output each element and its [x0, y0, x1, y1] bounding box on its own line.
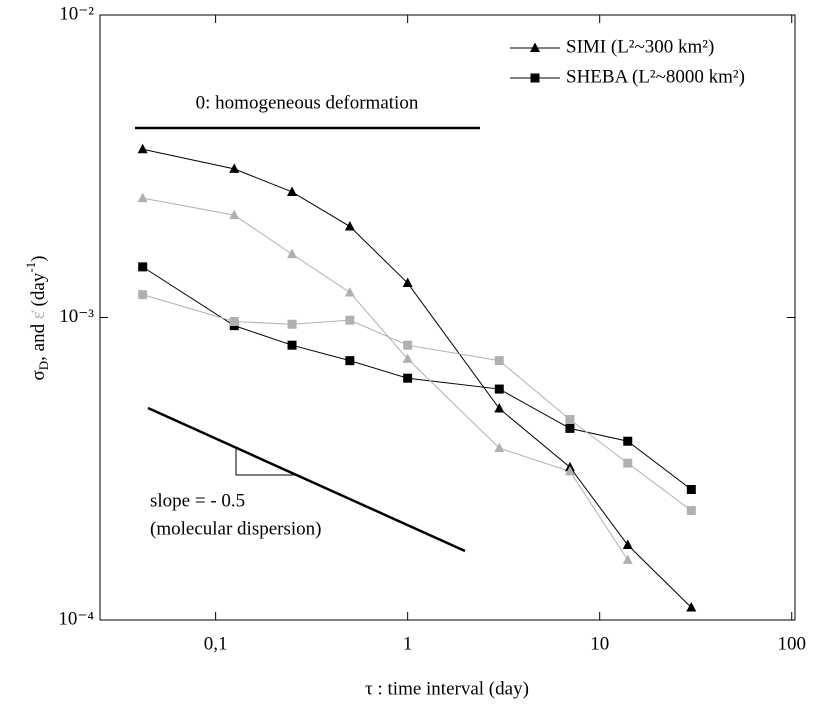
data-point — [344, 220, 355, 231]
y-label-part: -1 — [23, 262, 38, 273]
data-point — [564, 465, 575, 476]
y-label-part: D — [36, 361, 51, 370]
annotation: slope = - 0.5 — [150, 490, 245, 511]
data-point — [565, 415, 575, 425]
data-point — [138, 290, 148, 300]
y-label-part: ) — [28, 256, 49, 262]
slope-triangle — [235, 448, 296, 476]
y-tick-label: 10⁻³ — [59, 306, 94, 327]
annotation: 0: homogeneous deformation — [196, 92, 419, 113]
x-tick-label: 100 — [777, 633, 806, 654]
y-label-part: σ — [28, 370, 49, 380]
data-point — [686, 601, 697, 612]
data-point — [345, 356, 355, 366]
data-point — [402, 277, 413, 288]
y-label-part: (day — [28, 272, 49, 311]
data-point — [494, 356, 504, 366]
data-point — [344, 286, 355, 297]
series-line — [142, 266, 692, 490]
data-point — [229, 163, 240, 173]
data-point — [229, 209, 240, 220]
y-tick-label: 10⁻² — [59, 3, 94, 24]
data-point — [403, 340, 413, 350]
data-point — [686, 506, 696, 516]
data-point — [622, 554, 633, 564]
data-point — [287, 319, 297, 329]
y-tick-label: 10⁻⁴ — [58, 608, 94, 629]
y-axis-label: σD, and ε̇ (day-1) — [23, 256, 51, 381]
data-point — [137, 192, 148, 203]
data-point — [623, 458, 633, 468]
data-point — [287, 186, 298, 196]
data-point — [494, 403, 505, 413]
data-point — [345, 315, 355, 325]
data-point — [137, 143, 148, 154]
data-point — [138, 262, 148, 272]
series-line — [142, 294, 692, 511]
data-point — [287, 248, 298, 259]
data-point — [403, 373, 413, 383]
x-tick-label: 1 — [403, 633, 413, 654]
legend-marker — [530, 42, 540, 52]
data-point — [623, 436, 633, 446]
x-tick-label: 10 — [590, 633, 609, 654]
data-point — [565, 423, 575, 433]
data-point — [494, 442, 505, 453]
slope-line — [147, 406, 466, 553]
data-point — [402, 353, 413, 363]
x-tick-label: 0,1 — [204, 633, 228, 654]
data-point — [686, 485, 696, 495]
data-point — [622, 539, 633, 549]
x-axis-label: τ : time interval (day) — [365, 678, 529, 699]
legend-label: SIMI (L²~300 km²) — [566, 36, 714, 57]
annotation: (molecular dispersion) — [150, 518, 321, 539]
data-point — [494, 384, 504, 394]
data-point — [229, 317, 239, 327]
legend-label: SHEBA (L²~8000 km²) — [566, 66, 745, 87]
legend-marker — [530, 73, 540, 83]
data-point — [287, 340, 297, 350]
series-line — [142, 197, 629, 561]
y-label-part: , and — [28, 319, 49, 361]
y-label-part: ε̇ — [28, 309, 49, 319]
